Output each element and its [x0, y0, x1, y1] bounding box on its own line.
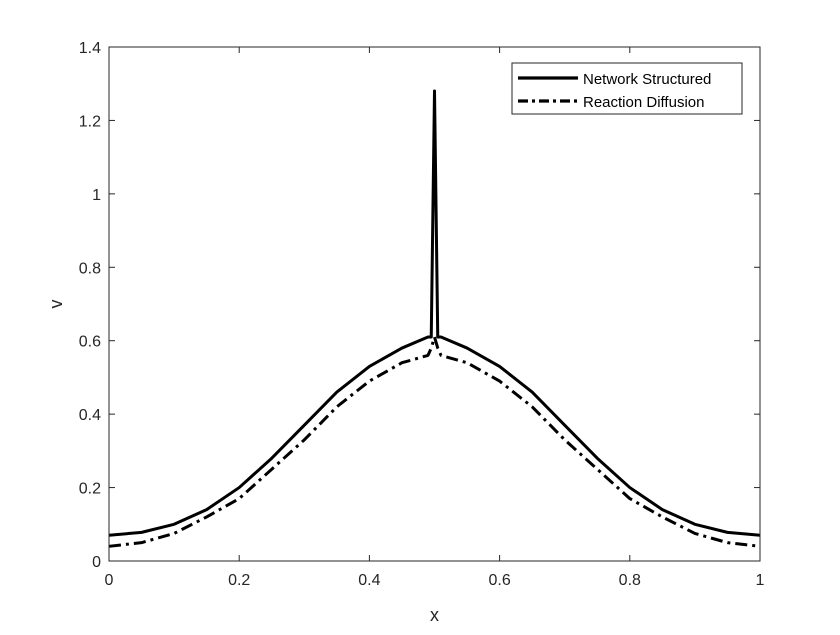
y-tick-label: 0: [92, 554, 101, 571]
x-tick-label: 1: [756, 572, 765, 589]
y-tick-label: 1.2: [79, 113, 101, 130]
x-tick-label: 0.4: [358, 572, 380, 589]
x-tick-label: 0.8: [619, 572, 641, 589]
legend: Network Structured Reaction Diffusion: [511, 62, 743, 115]
y-axis-ticks: 0 0.2 0.4 0.6 0.8 1 1.2 1.4: [79, 40, 760, 571]
x-tick-label: 0: [105, 572, 114, 589]
series-layer: [108, 89, 761, 548]
y-axis-label: v: [46, 300, 66, 309]
y-tick-label: 0.6: [79, 334, 101, 351]
x-tick-label: 0.6: [488, 572, 510, 589]
legend-label-reaction-diffusion: Reaction Diffusion: [583, 94, 704, 111]
y-tick-label: 0.4: [79, 407, 101, 424]
series-line-reaction-diffusion: [108, 335, 761, 548]
y-tick-label: 0.8: [79, 260, 101, 277]
legend-box: [511, 62, 743, 115]
y-tick-label: 1.4: [79, 40, 101, 57]
y-tick-label: 1: [92, 187, 101, 204]
axes-box: [108, 46, 761, 562]
y-tick-label: 0.2: [79, 481, 101, 498]
x-tick-label: 0.2: [228, 572, 250, 589]
series-line-network-structured: [108, 89, 761, 537]
legend-label-network-structured: Network Structured: [583, 71, 711, 88]
x-axis-label: x: [430, 605, 439, 625]
x-axis-ticks: 0 0.2 0.4 0.6 0.8 1: [105, 47, 765, 589]
